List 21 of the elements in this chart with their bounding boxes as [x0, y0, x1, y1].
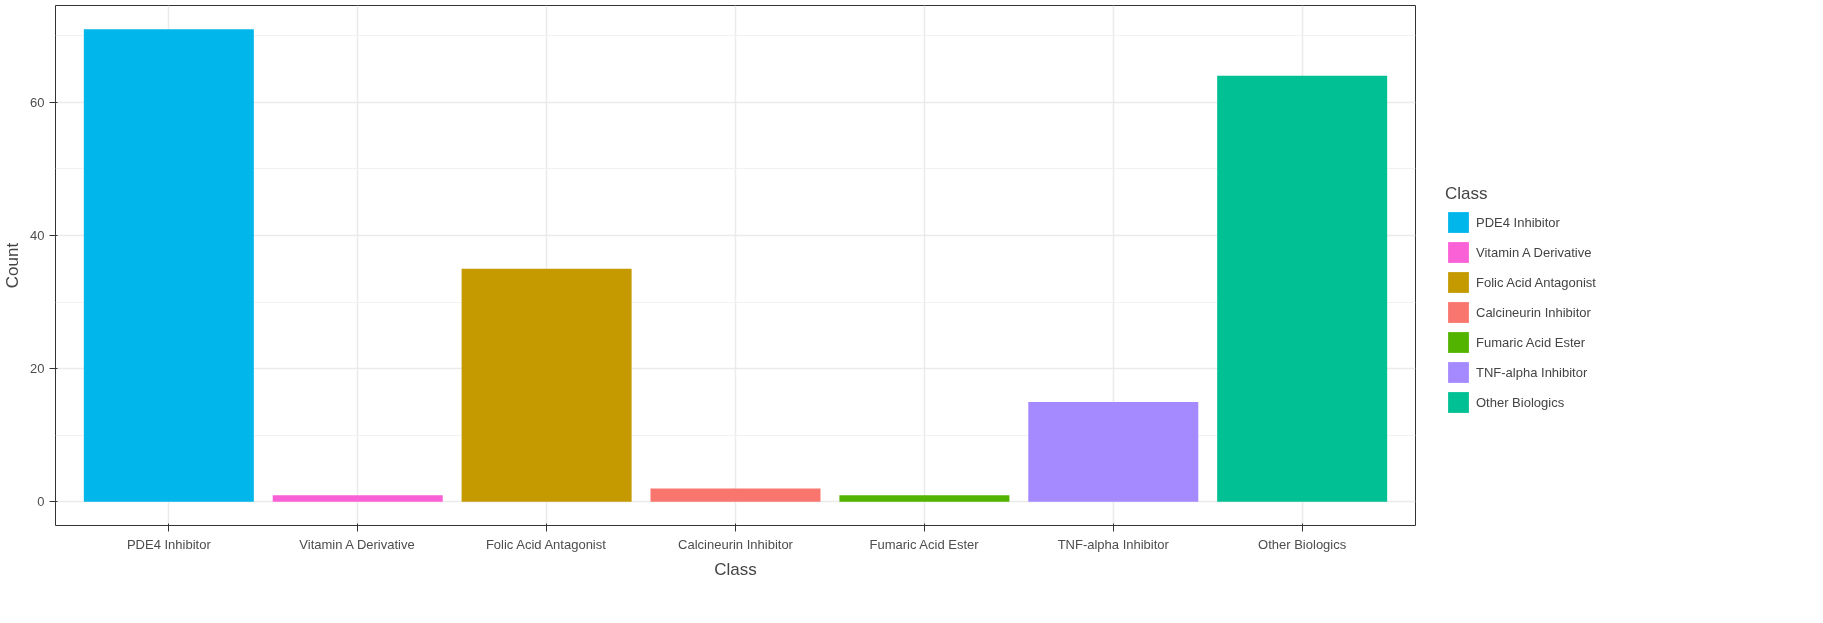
x-tick-label: Fumaric Acid Ester [869, 536, 980, 552]
y-tick-label: 0 [37, 494, 45, 510]
y-tick-label: 60 [30, 94, 45, 110]
x-tick-label: Other Biologics [1258, 536, 1347, 552]
x-tick-label: Vitamin A Derivative [299, 536, 415, 552]
y-tick-label: 20 [30, 361, 45, 377]
y-axis-title: Count [3, 242, 23, 289]
legend-label: TNF-alpha Inhibitor [1476, 364, 1588, 380]
y-tick-label: 40 [30, 228, 45, 244]
x-tick-label: TNF-alpha Inhibitor [1057, 536, 1170, 552]
legend-label: Folic Acid Antagonist [1476, 274, 1596, 290]
x-tick-label: Calcineurin Inhibitor [678, 536, 794, 552]
x-tick-label: Folic Acid Antagonist [485, 536, 607, 552]
legend-title: Class [1445, 184, 1489, 204]
x-tick-label: PDE4 Inhibitor [126, 536, 212, 552]
legend-label: PDE4 Inhibitor [1476, 214, 1560, 230]
legend-label: Fumaric Acid Ester [1476, 334, 1586, 350]
legend-label: Calcineurin Inhibitor [1476, 304, 1591, 320]
legend-label: Other Biologics [1476, 394, 1565, 410]
legend-label: Vitamin A Derivative [1476, 244, 1592, 260]
x-axis-title: Class [714, 559, 757, 579]
